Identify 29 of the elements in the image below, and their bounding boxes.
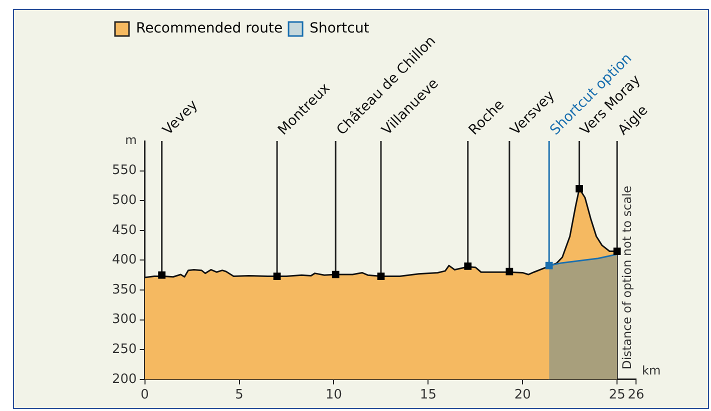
annotation: Distance of option not to scale bbox=[620, 186, 634, 370]
point bbox=[613, 248, 621, 255]
x-tick-label: 10 bbox=[325, 388, 342, 403]
point bbox=[273, 272, 281, 280]
point bbox=[464, 262, 472, 270]
y-tick-label: 500 bbox=[112, 192, 137, 208]
x-tick-label: 26 bbox=[628, 388, 644, 403]
point bbox=[545, 262, 553, 270]
point bbox=[158, 271, 166, 279]
x-tick-label: 15 bbox=[420, 388, 436, 403]
point bbox=[377, 272, 385, 280]
point bbox=[506, 268, 514, 276]
x-tick-label: 5 bbox=[235, 388, 244, 403]
point bbox=[576, 185, 584, 192]
legend-label: Shortcut bbox=[310, 20, 370, 37]
y-tick-label: 250 bbox=[112, 342, 137, 357]
y-axis-title: m bbox=[125, 133, 137, 148]
y-tick-label: 200 bbox=[112, 372, 137, 387]
y-tick-label: 350 bbox=[112, 282, 137, 298]
x-tick-label: 20 bbox=[514, 388, 531, 403]
y-tick-label: 550 bbox=[112, 163, 137, 178]
y-tick-label: 300 bbox=[112, 312, 137, 328]
legend-label: Recommended route bbox=[136, 20, 283, 37]
point bbox=[332, 270, 340, 278]
y-tick-label: 450 bbox=[112, 222, 137, 238]
x-tick-label: 25 bbox=[608, 388, 626, 403]
x-axis-title: km bbox=[642, 364, 661, 378]
x-tick-label: 0 bbox=[140, 388, 149, 403]
y-tick-label: 400 bbox=[112, 252, 137, 268]
